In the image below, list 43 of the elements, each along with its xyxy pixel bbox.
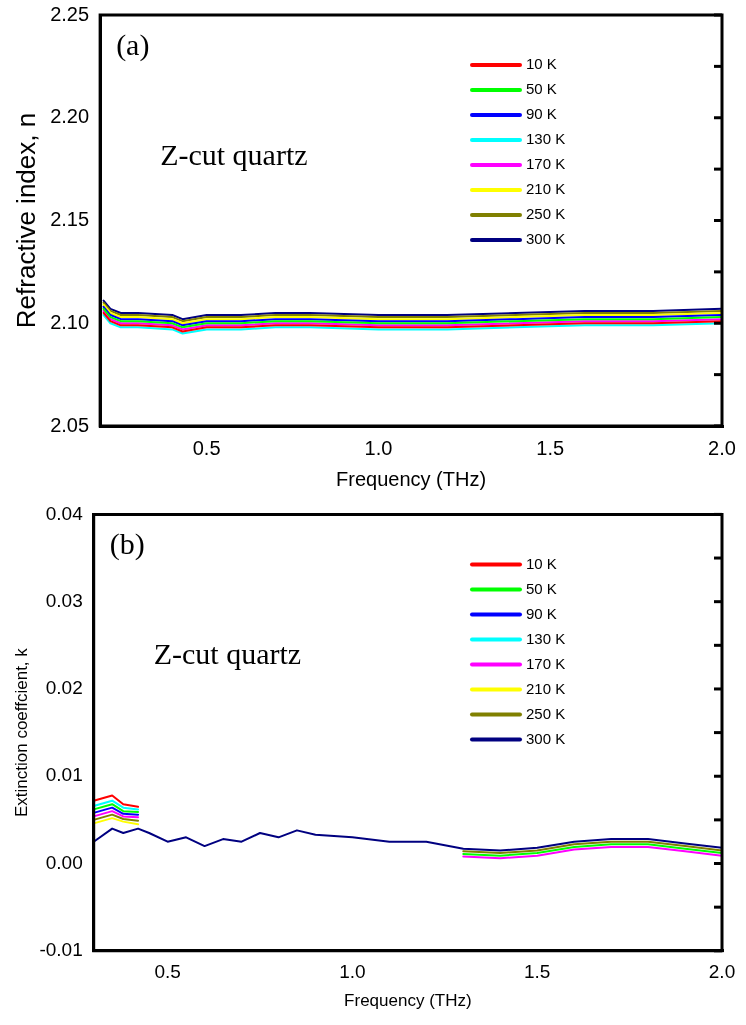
x-tick-label: 1.0 <box>364 436 393 459</box>
x-tick-label: 0.5 <box>192 436 221 459</box>
legend-label: 210 K <box>526 180 566 198</box>
y-tick-label: 2.15 <box>50 208 90 231</box>
legend-label: 50 K <box>526 579 557 597</box>
legend-label: 10 K <box>526 55 557 73</box>
legend-label: 210 K <box>526 679 566 697</box>
legend-label: 300 K <box>526 230 566 248</box>
y-tick-label: 2.20 <box>50 105 90 128</box>
legend-label: 90 K <box>526 105 557 123</box>
y-tick-label: 0.04 <box>45 502 84 524</box>
y-tick-label: -0.01 <box>39 939 83 961</box>
y-tick-label: 0.01 <box>45 764 83 786</box>
annotation: (a) <box>116 28 150 62</box>
x-tick-label: 1.0 <box>339 961 366 983</box>
x-tick-label: 1.5 <box>536 436 565 459</box>
legend-label: 90 K <box>526 604 557 622</box>
y-tick-label: 2.05 <box>50 413 90 436</box>
y-tick-label: 2.25 <box>50 2 90 25</box>
y-axis-title: Refractive index, n <box>10 112 41 329</box>
x-tick-label: 2.0 <box>708 436 736 459</box>
legend-label: 130 K <box>526 629 566 647</box>
legend-label: 250 K <box>526 205 566 223</box>
x-tick-label: 2.0 <box>708 961 736 983</box>
x-tick-label: 1.5 <box>524 961 551 983</box>
y-tick-label: 2.10 <box>50 310 90 333</box>
annotation: (b) <box>109 527 145 562</box>
x-axis-title: Frequency (THz) <box>344 991 472 1011</box>
y-tick-label: 0.00 <box>45 851 83 873</box>
legend-label: 130 K <box>526 130 566 148</box>
legend-label: 170 K <box>526 155 566 173</box>
y-axis-title: Extinction coeffcient, k <box>11 647 31 818</box>
legend-label: 170 K <box>526 654 566 672</box>
legend-label: 300 K <box>526 729 566 747</box>
x-axis-title: Frequency (THz) <box>336 467 487 490</box>
x-tick-label: 0.5 <box>154 961 181 983</box>
y-tick-label: 0.02 <box>45 677 83 699</box>
legend-label: 50 K <box>526 80 557 98</box>
annotation: Z-cut quartz <box>153 637 302 671</box>
legend-label: 10 K <box>526 554 557 572</box>
annotation: Z-cut quartz <box>160 138 308 171</box>
y-tick-label: 0.03 <box>45 589 83 611</box>
legend-label: 250 K <box>526 704 566 722</box>
